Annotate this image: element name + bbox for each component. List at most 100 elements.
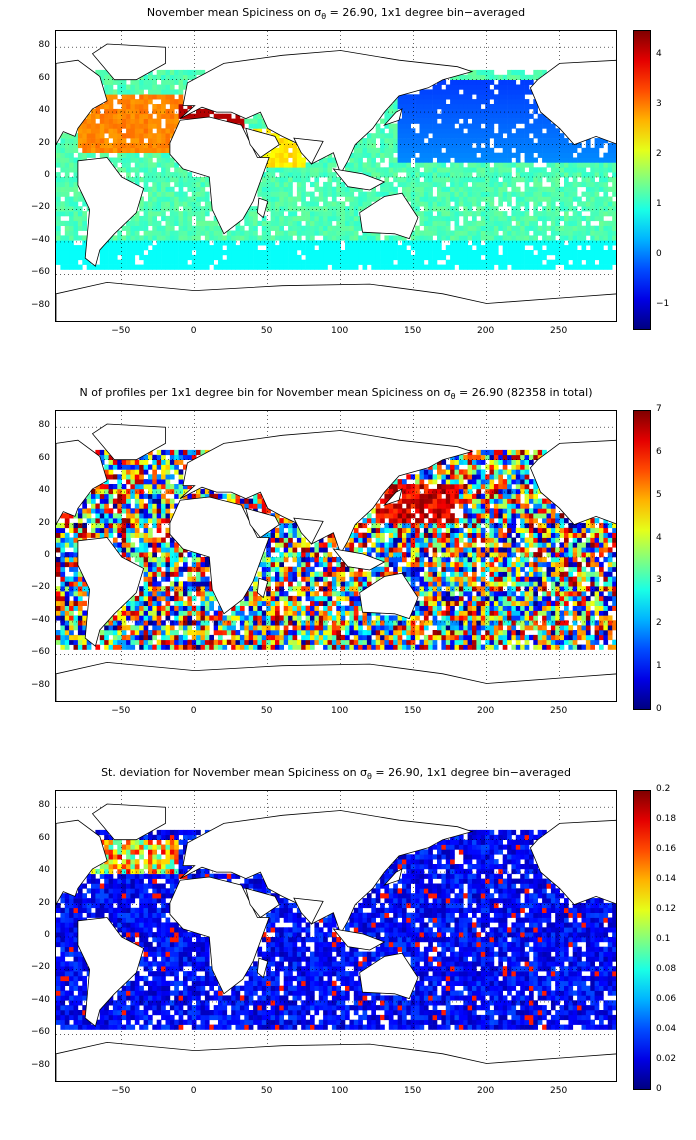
map-panel-stdev: St. deviation for November mean Spicines… bbox=[0, 760, 696, 1140]
panel-title: St. deviation for November mean Spicines… bbox=[55, 766, 617, 781]
y-tick-label: 20 bbox=[38, 897, 50, 908]
coastline bbox=[293, 137, 324, 165]
coastline bbox=[56, 661, 616, 701]
x-tick-label: 200 bbox=[477, 1086, 495, 1096]
title-prefix: November mean Spiciness on σ bbox=[146, 6, 322, 19]
y-tick-label: 40 bbox=[38, 485, 50, 496]
coastline bbox=[245, 887, 280, 919]
map-plot-area bbox=[55, 410, 617, 702]
coastline bbox=[383, 488, 403, 506]
coastline bbox=[332, 928, 386, 951]
y-tick-label: 0 bbox=[44, 550, 50, 560]
colorbar-tick-label: 0.16 bbox=[656, 844, 677, 854]
coastline bbox=[169, 876, 270, 995]
data-cells bbox=[56, 449, 616, 650]
data-cells bbox=[56, 69, 616, 270]
coastline bbox=[179, 430, 474, 555]
x-tick-label: 50 bbox=[260, 1086, 273, 1096]
colorbar-tick-label: 2 bbox=[656, 618, 662, 629]
colorbar-tick-label: 3 bbox=[656, 575, 662, 586]
coastline bbox=[529, 59, 616, 146]
colorbar-tick-label: 0.18 bbox=[656, 814, 677, 824]
coastline bbox=[383, 868, 403, 886]
y-tick-label: 0 bbox=[44, 170, 50, 180]
coastline bbox=[529, 439, 616, 526]
y-tick-label: 80 bbox=[38, 420, 50, 431]
coastline bbox=[179, 810, 474, 935]
colorbar-tick-label: 0.04 bbox=[656, 1024, 677, 1034]
x-tick-label: 150 bbox=[404, 1086, 422, 1096]
y-tick-label: −80 bbox=[31, 679, 50, 690]
coastline bbox=[529, 819, 616, 906]
coastline bbox=[169, 116, 270, 235]
title-subscript: θ bbox=[367, 772, 372, 782]
y-tick-label: 60 bbox=[38, 452, 50, 463]
y-tick-label: −20 bbox=[31, 582, 50, 593]
coastline bbox=[56, 59, 108, 146]
y-tick-label: −60 bbox=[31, 267, 50, 278]
coastline bbox=[245, 127, 280, 159]
x-tick-label: 250 bbox=[550, 326, 568, 336]
colorbar-tick-label: 6 bbox=[656, 446, 662, 457]
title-prefix: N of profiles per 1x1 degree bin for Nov… bbox=[79, 386, 451, 399]
coastline bbox=[77, 157, 145, 267]
x-tick-label: 250 bbox=[550, 706, 568, 716]
coastline bbox=[56, 281, 616, 321]
x-tick-label: 150 bbox=[404, 706, 422, 716]
coastline bbox=[56, 439, 108, 526]
x-tick-label: 100 bbox=[331, 326, 349, 336]
panel-title: N of profiles per 1x1 degree bin for Nov… bbox=[55, 386, 617, 401]
colorbar-tick-label: 0.08 bbox=[656, 964, 677, 974]
coastline bbox=[332, 168, 386, 191]
coastline bbox=[169, 496, 270, 615]
coastline bbox=[256, 577, 269, 599]
colorbar-tick-label: 0.12 bbox=[656, 904, 677, 914]
y-tick-label: −80 bbox=[31, 1059, 50, 1070]
y-tick-label: −80 bbox=[31, 299, 50, 310]
x-tick-label: 100 bbox=[331, 706, 349, 716]
coastline bbox=[256, 197, 269, 219]
coastline bbox=[359, 192, 419, 240]
colorbar-tick-label: −1 bbox=[656, 299, 670, 309]
y-tick-label: 40 bbox=[38, 865, 50, 876]
colorbar-tick-label: 4 bbox=[656, 532, 662, 543]
y-tick-label: 20 bbox=[38, 137, 50, 148]
colorbar bbox=[633, 790, 651, 1090]
y-tick-label: 60 bbox=[38, 832, 50, 843]
map-panel-profiles: N of profiles per 1x1 degree bin for Nov… bbox=[0, 380, 696, 760]
colorbar-tick-label: 0 bbox=[656, 249, 662, 259]
map-plot-area bbox=[55, 790, 617, 1082]
coastline bbox=[77, 917, 145, 1027]
coastline bbox=[56, 819, 108, 906]
x-tick-label: 50 bbox=[260, 706, 273, 716]
colorbar-tick-label: 5 bbox=[656, 489, 662, 500]
colorbar-tick-label: 4 bbox=[656, 49, 662, 59]
colorbar-tick-label: 0.02 bbox=[656, 1054, 677, 1064]
title-subscript: θ bbox=[321, 12, 327, 22]
title-prefix: St. deviation for November mean Spicines… bbox=[101, 766, 368, 779]
x-tick-label: 200 bbox=[477, 706, 495, 716]
coastline bbox=[56, 1041, 616, 1081]
x-tick-label: 250 bbox=[550, 1086, 568, 1096]
coastline bbox=[359, 572, 419, 620]
coastline bbox=[359, 952, 419, 1000]
title-suffix: = 26.90, 1x1 degree bin−averaged bbox=[326, 6, 526, 19]
coastline bbox=[245, 507, 280, 539]
coastline bbox=[383, 108, 403, 126]
map-panel-spiciness: November mean Spiciness on σθ = 26.90, 1… bbox=[0, 0, 696, 380]
title-suffix: = 26.90, 1x1 degree bin−averaged bbox=[371, 766, 571, 779]
x-tick-label: 200 bbox=[477, 326, 495, 336]
map-svg bbox=[56, 31, 616, 321]
coastline bbox=[77, 537, 145, 647]
map-svg bbox=[56, 411, 616, 701]
y-tick-label: 20 bbox=[38, 517, 50, 528]
coastline bbox=[293, 897, 324, 925]
map-plot-area bbox=[55, 30, 617, 322]
x-tick-label: 150 bbox=[404, 326, 422, 336]
y-tick-label: 0 bbox=[44, 930, 50, 940]
x-tick-label: 0 bbox=[190, 326, 197, 336]
y-tick-label: −20 bbox=[31, 202, 50, 213]
y-tick-label: 80 bbox=[38, 40, 50, 51]
coastline bbox=[91, 803, 166, 841]
y-tick-label: −20 bbox=[31, 962, 50, 973]
